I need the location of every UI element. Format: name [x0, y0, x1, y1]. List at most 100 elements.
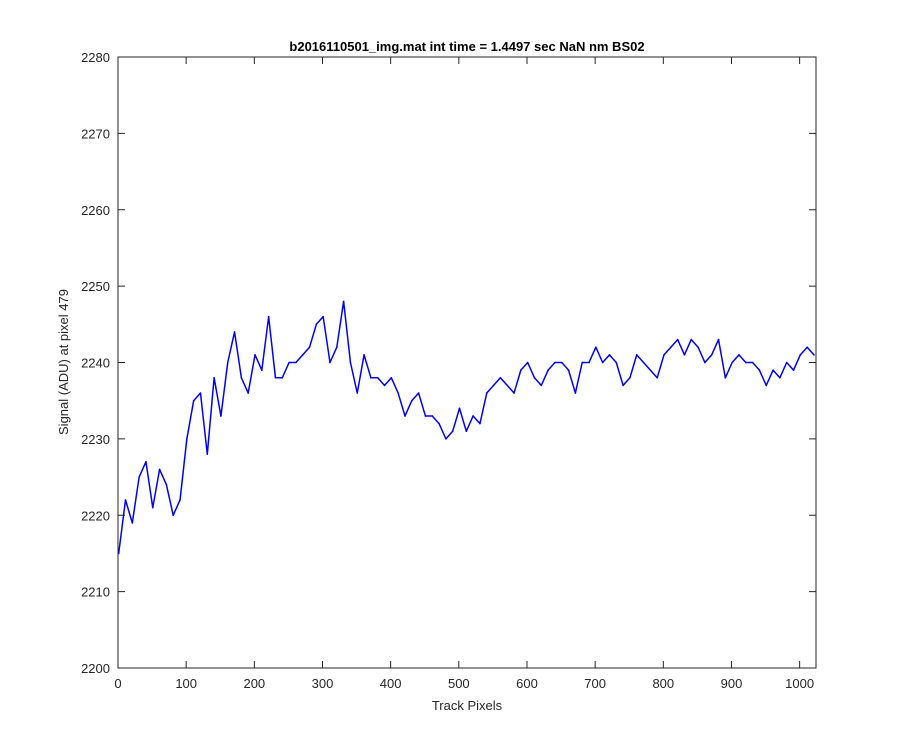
data-point: [704, 361, 706, 364]
data-point: [315, 323, 318, 326]
data-point: [431, 415, 434, 417]
data-point: [145, 460, 147, 463]
data-point: [274, 376, 277, 379]
data-point: [417, 392, 420, 394]
data-point: [554, 361, 556, 364]
data-point: [206, 453, 209, 455]
data-point: [595, 346, 597, 349]
data-point: [601, 361, 604, 364]
data-point: [465, 430, 468, 433]
data-point: [451, 430, 454, 433]
data-point: [506, 384, 509, 387]
data-point: [492, 384, 495, 387]
data-point: [199, 392, 202, 394]
data-point: [247, 392, 249, 394]
data-point: [138, 476, 140, 478]
data-point: [179, 499, 181, 501]
data-point: [540, 384, 543, 387]
data-point: [670, 346, 672, 349]
x-tick-label: 700: [584, 676, 606, 691]
data-point: [356, 392, 359, 394]
data-point: [663, 354, 665, 356]
data-point: [813, 354, 815, 356]
y-tick-label: 2260: [81, 203, 110, 218]
data-point: [547, 369, 549, 371]
data-point: [424, 415, 427, 417]
data-point: [233, 331, 236, 333]
data-point: [792, 369, 795, 371]
y-tick-label: 2240: [81, 356, 110, 371]
y-tick-label: 2220: [81, 508, 110, 523]
data-point: [186, 438, 188, 440]
data-point: [458, 407, 461, 410]
data-point: [295, 361, 297, 364]
data-point: [629, 376, 631, 379]
data-point: [124, 499, 127, 501]
plot-area: [117, 56, 817, 669]
data-point: [445, 438, 447, 440]
data-point: [560, 361, 563, 364]
data-point: [438, 422, 440, 425]
chart-title: b2016110501_img.mat int time = 1.4497 se…: [289, 39, 644, 54]
series-layer: [117, 300, 815, 555]
y-tick-label: 2200: [81, 661, 110, 676]
y-tick-label: 2270: [81, 126, 110, 141]
y-tick-label: 2210: [81, 585, 110, 600]
y-tick-label: 2230: [81, 432, 110, 447]
data-point: [765, 384, 768, 387]
axis-ticks: 0 100 200 300 400 500 600 700 800 900 1000 2200 2210…: [81, 50, 816, 691]
x-tick-label: 600: [516, 676, 538, 691]
data-point: [342, 300, 345, 303]
data-point: [642, 361, 645, 364]
data-point: [308, 346, 311, 349]
data-point: [117, 552, 120, 555]
data-point: [472, 415, 474, 417]
data-point: [513, 392, 515, 394]
data-point: [622, 384, 624, 387]
data-point: [336, 346, 338, 349]
data-point: [779, 376, 781, 379]
data-point: [240, 376, 243, 379]
data-point: [479, 422, 481, 425]
data-point: [717, 338, 720, 341]
data-point: [165, 483, 168, 486]
data-point: [383, 384, 386, 387]
data-point: [281, 376, 284, 379]
data-point: [738, 354, 740, 356]
data-point: [520, 369, 522, 371]
data-point: [588, 361, 590, 364]
data-point: [656, 376, 658, 379]
data-point: [192, 399, 195, 402]
data-point: [376, 376, 379, 379]
x-tick-label: 400: [380, 676, 402, 691]
data-point: [261, 369, 263, 371]
data-point: [329, 361, 331, 364]
x-tick-label: 500: [448, 676, 470, 691]
data-point: [288, 361, 290, 364]
data-point: [485, 392, 488, 394]
data-point: [397, 392, 399, 394]
data-point: [744, 361, 747, 364]
data-point: [635, 354, 638, 356]
data-point: [731, 361, 733, 364]
data-point: [799, 354, 802, 356]
x-tick-label: 200: [243, 676, 265, 691]
data-point: [131, 522, 134, 524]
data-point: [574, 392, 577, 394]
data-point: [690, 338, 693, 341]
y-axis-label: Signal (ADU) at pixel 479: [56, 289, 71, 435]
data-point: [533, 376, 536, 379]
data-point: [151, 506, 154, 509]
data-point: [710, 354, 713, 356]
data-point: [724, 376, 727, 379]
x-axis-label: Track Pixels: [432, 698, 503, 713]
x-tick-label: 0: [114, 676, 121, 691]
data-point: [581, 361, 583, 364]
data-point: [615, 361, 618, 364]
data-point: [758, 369, 761, 371]
data-point: [301, 354, 304, 356]
data-point: [567, 369, 570, 371]
data-point: [649, 369, 652, 371]
